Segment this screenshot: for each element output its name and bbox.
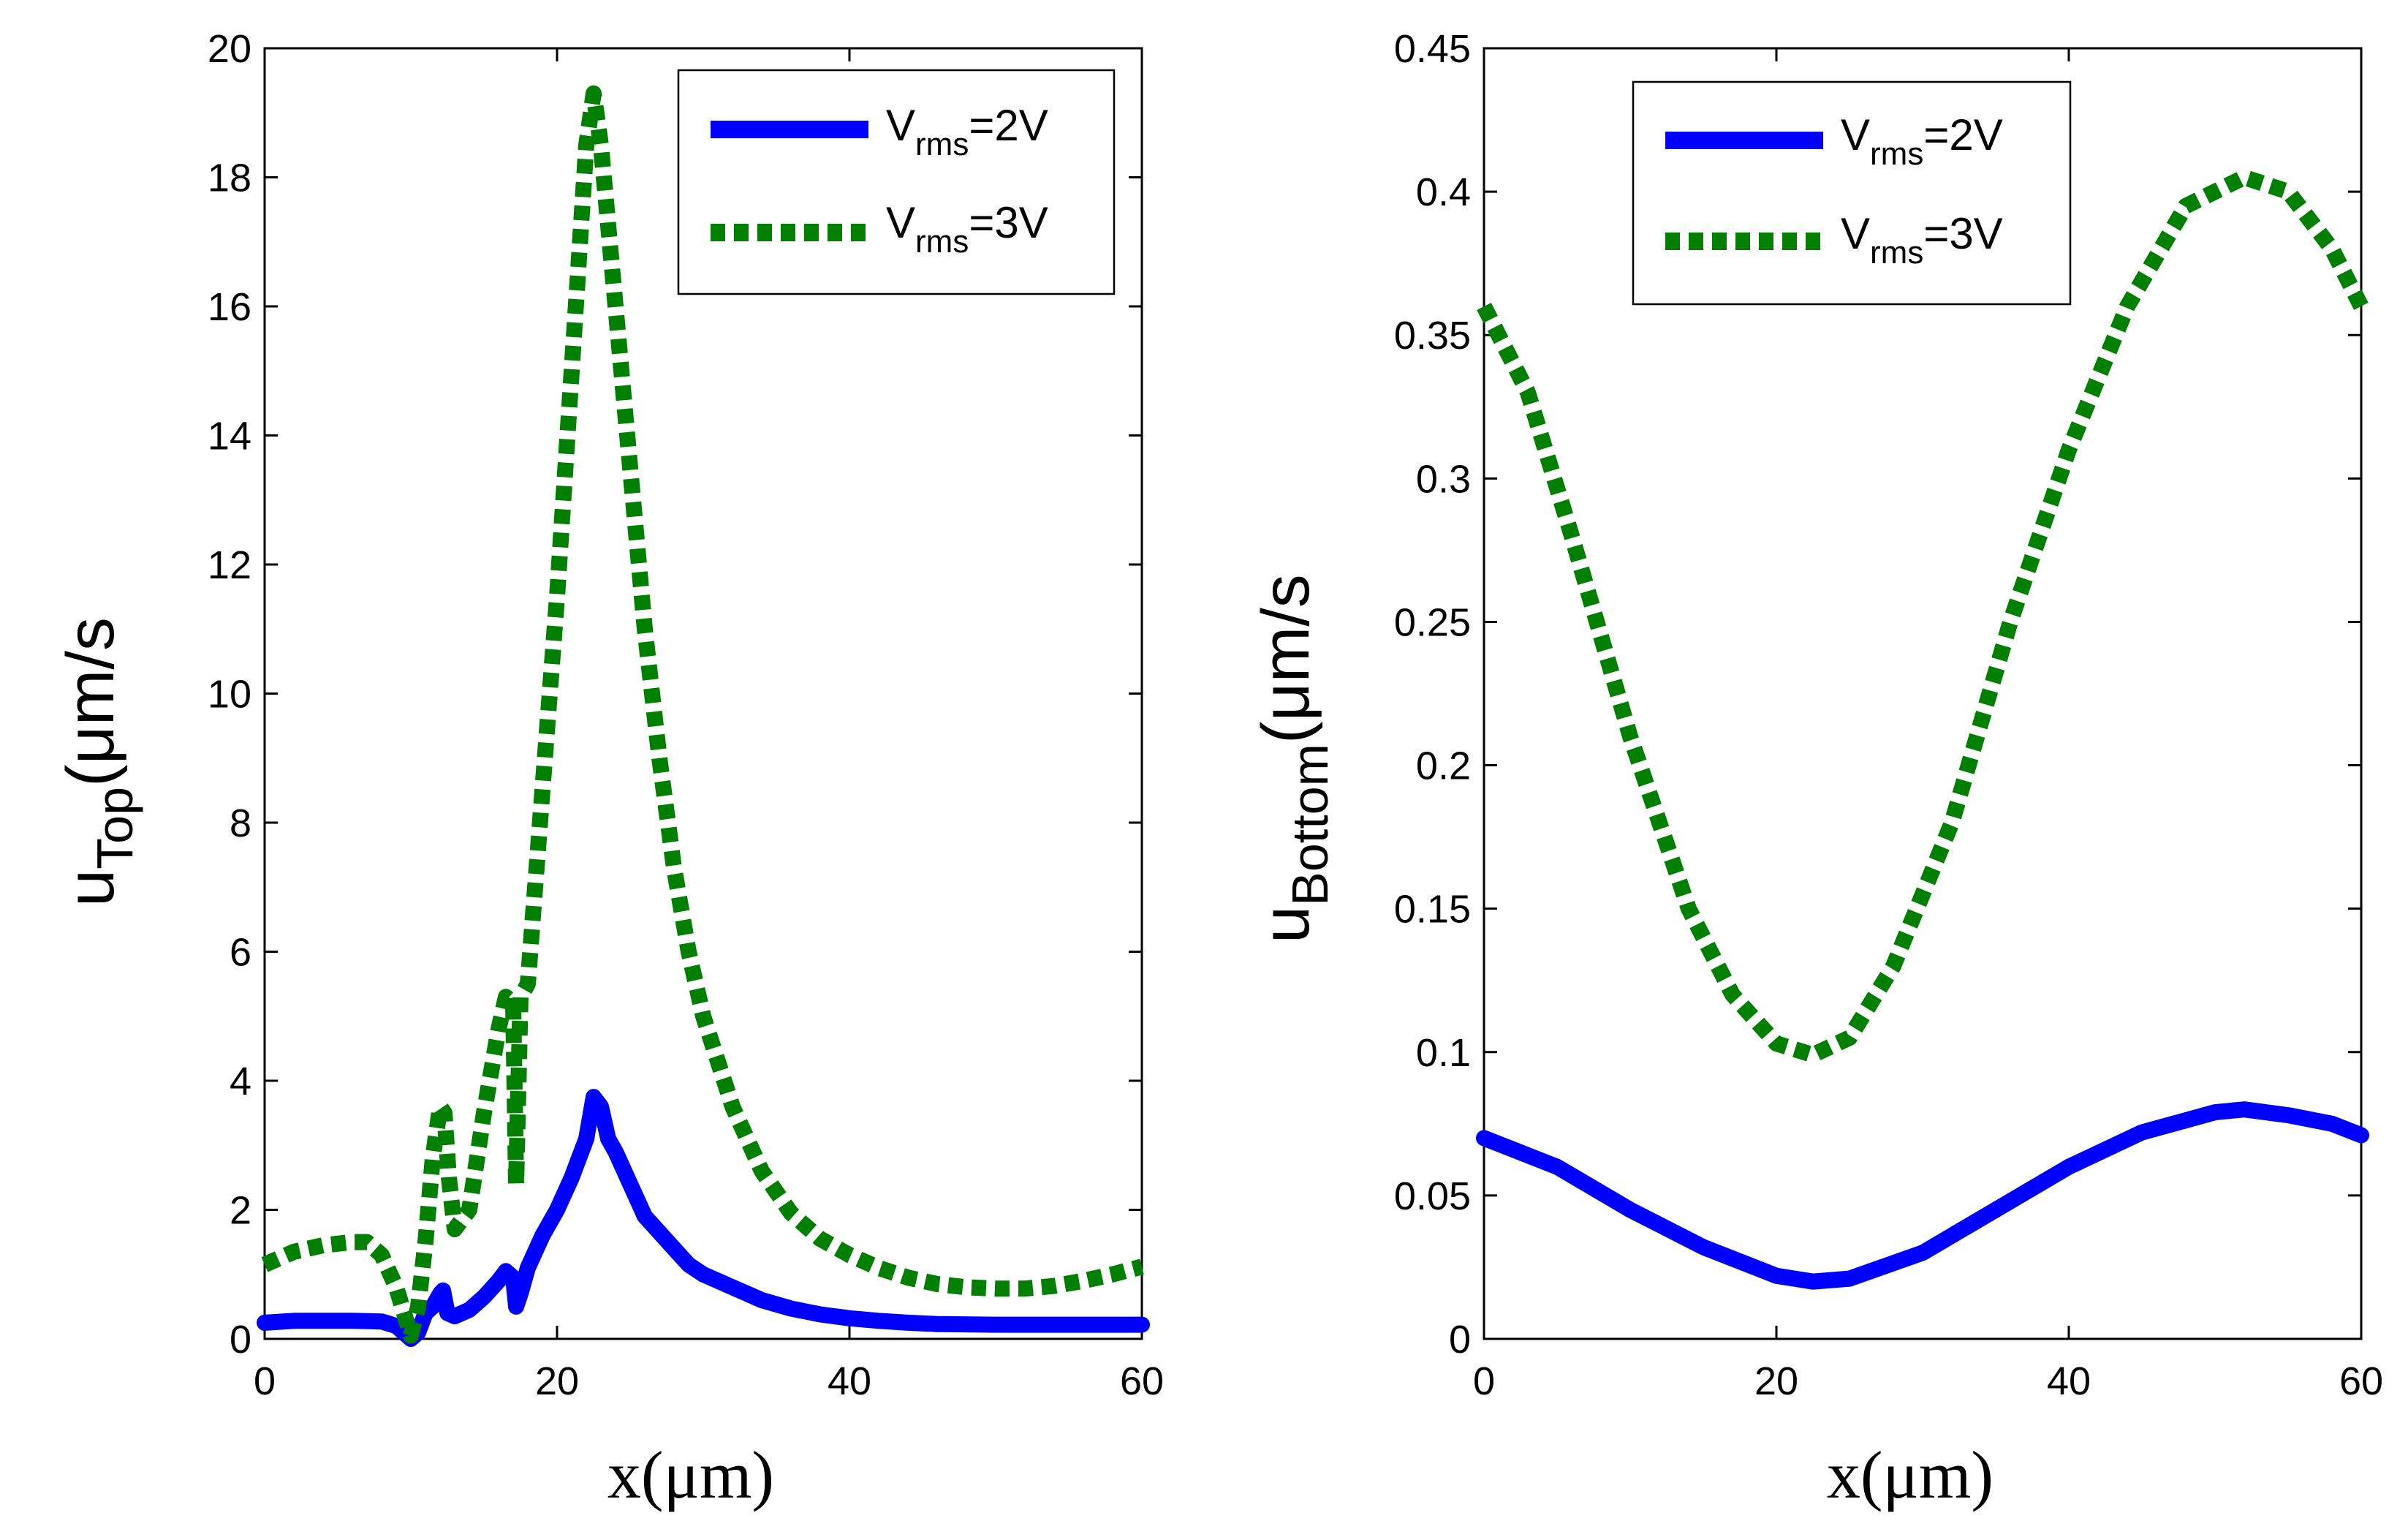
chart-right-ytick-label: 0.3 xyxy=(1416,457,1471,501)
chart-right-ytick-label: 0.45 xyxy=(1394,27,1471,71)
chart-right-tick-labels: 0 20 40 60 0 0.05 0.1 0.15 0.2 0.25 0.3 0.35 0.4 0.45 xyxy=(1394,27,2383,1403)
chart-right-ytick-label: 0.15 xyxy=(1394,888,1471,932)
chart-left-xtick-label: 0 xyxy=(254,1359,276,1403)
chart-left-ytick-label: 8 xyxy=(230,801,251,845)
chart-left-legend-2v-rest: =2V xyxy=(969,101,1048,150)
chart-right-series xyxy=(1476,169,2369,1290)
chart-left-series-2v-line xyxy=(257,1089,1150,1347)
chart-left-legend: Vrms=2V Vrms=3V xyxy=(677,69,1116,295)
chart-right-series-2v-line xyxy=(1476,1101,2369,1290)
chart-left-ytick-label: 12 xyxy=(208,543,251,587)
chart-left-ytick-label: 18 xyxy=(208,156,251,200)
chart-left-ytick-label: 10 xyxy=(208,673,251,717)
chart-right-legend: Vrms=2V Vrms=3V xyxy=(1632,80,2072,306)
chart-left-legend-2v-sub: rms xyxy=(915,127,969,162)
chart-right-legend-2v-main: V xyxy=(1841,110,1870,159)
chart-left-legend-3v-rest: =3V xyxy=(969,198,1048,247)
chart-right-ylabel-unit: (μm/s xyxy=(1249,574,1323,744)
chart-right-xtick-label: 0 xyxy=(1473,1359,1495,1403)
chart-right-legend-3v-main: V xyxy=(1841,209,1870,258)
chart-right-ticks xyxy=(1483,47,2363,1340)
chart-right-ytick-label: 0.1 xyxy=(1416,1031,1471,1075)
chart-left-legend-label-3v: Vrms=3V xyxy=(886,198,1048,260)
chart-right-legend-2v-rest: =2V xyxy=(1923,110,2002,159)
chart-right-xlabel: x(μm) xyxy=(1827,1438,1994,1512)
chart-right-legend-label-3v: Vrms=3V xyxy=(1841,209,2003,271)
chart-left-xlabel: x(μm) xyxy=(607,1438,774,1512)
chart-right-axes-box xyxy=(1483,47,2363,1340)
chart-right-legend-box xyxy=(1632,80,2072,306)
chart-left-legend-box xyxy=(677,69,1116,295)
chart-left-ytick-label: 0 xyxy=(230,1318,251,1362)
chart-right: 0 20 40 60 0 0.05 0.1 0.15 0.2 0.25 0.3 0.35 0.4 0.45… xyxy=(1249,27,2383,1512)
chart-left-ylabel-main: u xyxy=(53,869,128,907)
chart-right-ylabel-main: u xyxy=(1249,906,1323,943)
chart-left-ytick-label: 4 xyxy=(230,1060,251,1103)
chart-left-ytick-label: 14 xyxy=(208,415,251,458)
chart-left-plot-area xyxy=(257,47,1150,1347)
chart-left-legend-3v-main: V xyxy=(886,198,915,247)
chart-left-ytick-label: 20 xyxy=(208,27,251,71)
chart-right-ytick-label: 0.25 xyxy=(1394,600,1471,644)
chart-right-ylabel: uBottom(μm/s xyxy=(1249,574,1339,943)
chart-right-legend-label-2v: Vrms=2V xyxy=(1841,110,2003,172)
chart-right-ylabel-sub: Bottom xyxy=(1281,744,1339,906)
chart-right-xtick-label: 40 xyxy=(2047,1359,2091,1403)
chart-right-legend-2v-sub: rms xyxy=(1870,136,1923,172)
chart-left-series xyxy=(257,85,1150,1347)
chart-left-ytick-label: 6 xyxy=(230,931,251,975)
chart-left-series-3v-line xyxy=(261,85,1144,1344)
chart-right-ytick-label: 0 xyxy=(1449,1318,1471,1362)
chart-left-ylabel-sub: Top xyxy=(86,787,143,869)
chart-left-ytick-label: 16 xyxy=(208,285,251,329)
chart-left-xtick-label: 40 xyxy=(828,1359,871,1403)
chart-right-legend-3v-sub: rms xyxy=(1870,235,1923,271)
chart-right-ytick-label: 0.05 xyxy=(1394,1174,1471,1218)
chart-right-ytick-label: 0.4 xyxy=(1416,170,1471,214)
chart-right-xtick-label: 20 xyxy=(1754,1359,1798,1403)
chart-left-legend-3v-sub: rms xyxy=(915,224,969,260)
chart-left-legend-label-2v: Vrms=2V xyxy=(886,101,1048,162)
chart-left-ytick-label: 2 xyxy=(230,1189,251,1233)
chart-left-ylabel: uTop(μm/s xyxy=(53,617,143,907)
chart-left-ylabel-unit: (μm/s xyxy=(53,617,128,787)
chart-right-ytick-label: 0.35 xyxy=(1394,314,1471,358)
chart-left-xtick-label: 60 xyxy=(1120,1359,1164,1403)
chart-left-xtick-label: 20 xyxy=(535,1359,579,1403)
chart-left-tick-labels: 0 20 40 60 0 2 4 6 8 10 12 14 16 18 20 xyxy=(208,27,1164,1403)
chart-right-series-3v-line xyxy=(1477,169,2369,1063)
chart-right-ytick-label: 0.2 xyxy=(1416,744,1471,788)
chart-right-legend-3v-rest: =3V xyxy=(1923,209,2002,258)
chart-left: 0 20 40 60 0 2 4 6 8 10 12 14 16 18 20 x(μm) uTop(μm/s… xyxy=(53,27,1164,1512)
chart-left-legend-2v-main: V xyxy=(886,101,915,150)
chart-right-xtick-label: 60 xyxy=(2339,1359,2383,1403)
chart-right-plot-area xyxy=(1476,47,2369,1340)
